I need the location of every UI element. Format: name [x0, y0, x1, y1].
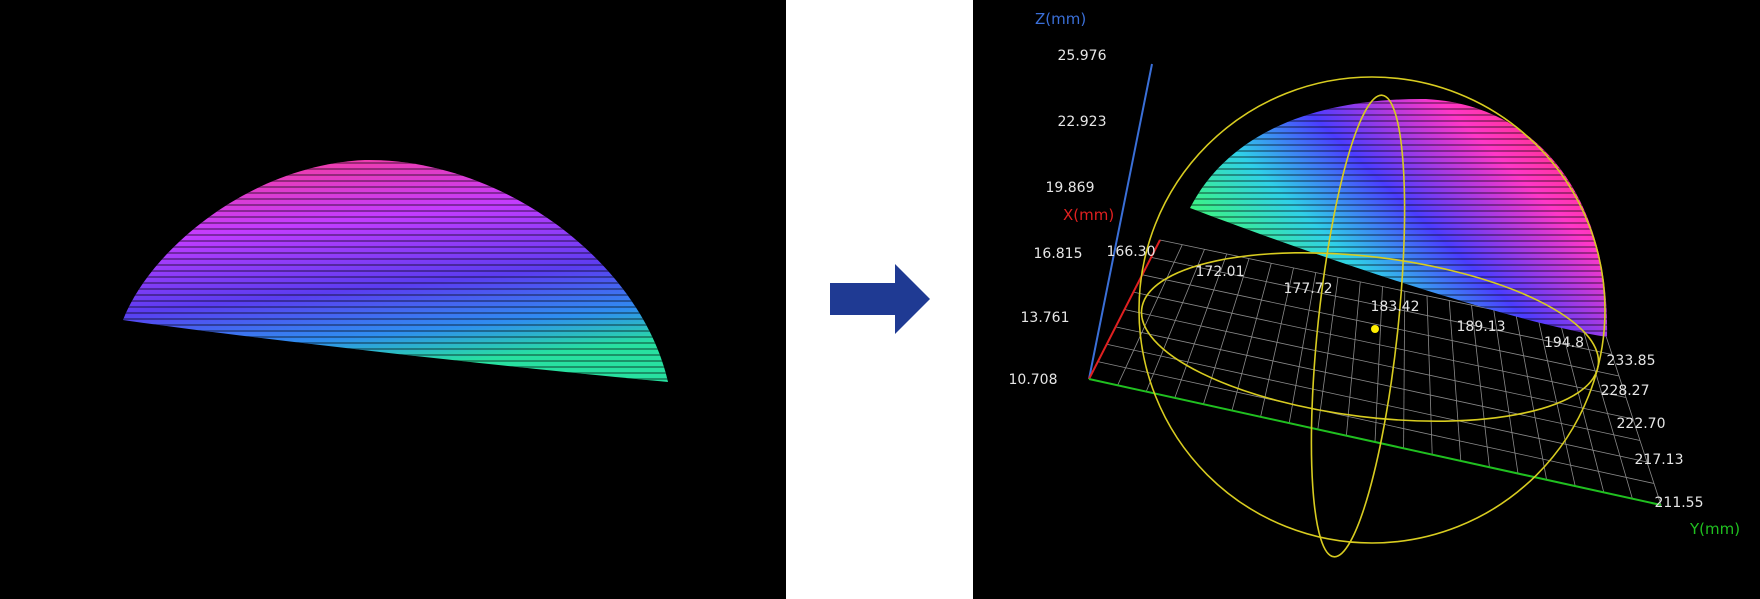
z-tick-label: 25.976 — [1058, 48, 1107, 64]
z-tick-label: 13.761 — [1021, 310, 1070, 326]
grid-line — [1133, 291, 1627, 398]
fit-equator — [1140, 251, 1600, 423]
y-tick-label: 222.70 — [1617, 416, 1666, 432]
grid-line — [1142, 274, 1620, 377]
z-axis — [1088, 63, 1153, 380]
arrow — [830, 264, 930, 334]
grid-line — [1124, 309, 1634, 420]
z-tick-label: 16.815 — [1034, 246, 1083, 262]
point-cloud-texture — [1190, 98, 1608, 337]
x-axis — [1088, 239, 1161, 380]
sphere-center — [1371, 325, 1379, 333]
fit-sphere — [1138, 76, 1606, 544]
grid-plane — [1088, 239, 1662, 506]
x-tick-label: 194.8 — [1544, 335, 1584, 351]
fit-meridian — [1310, 94, 1406, 558]
grid-line — [1097, 361, 1655, 484]
grid-line — [1115, 326, 1641, 441]
z-tick-label: 19.869 — [1046, 180, 1095, 196]
z-axis-label: Z(mm) — [1035, 10, 1086, 28]
x-tick-label: 177.72 — [1284, 281, 1333, 297]
grid-line — [1151, 256, 1613, 355]
x-axis-label: X(mm) — [1063, 206, 1114, 224]
z-tick-label: 22.923 — [1058, 114, 1107, 130]
right-view — [973, 0, 1760, 599]
x-tick-label: 189.13 — [1457, 319, 1506, 335]
y-axis-label: Y(mm) — [1689, 520, 1740, 538]
x-tick-label: 172.01 — [1196, 264, 1245, 280]
x-tick-label: 166.30 — [1107, 244, 1156, 260]
y-tick-label: 217.13 — [1635, 452, 1684, 468]
grid-line — [1106, 343, 1648, 463]
point-cloud-texture — [123, 159, 668, 382]
z-tick-label: 10.708 — [1009, 372, 1058, 388]
y-tick-label: 233.85 — [1607, 353, 1656, 369]
y-tick-label: 211.55 — [1655, 495, 1704, 511]
y-tick-label: 228.27 — [1601, 383, 1650, 399]
x-tick-label: 183.42 — [1371, 299, 1420, 315]
y-axis — [1088, 378, 1662, 506]
